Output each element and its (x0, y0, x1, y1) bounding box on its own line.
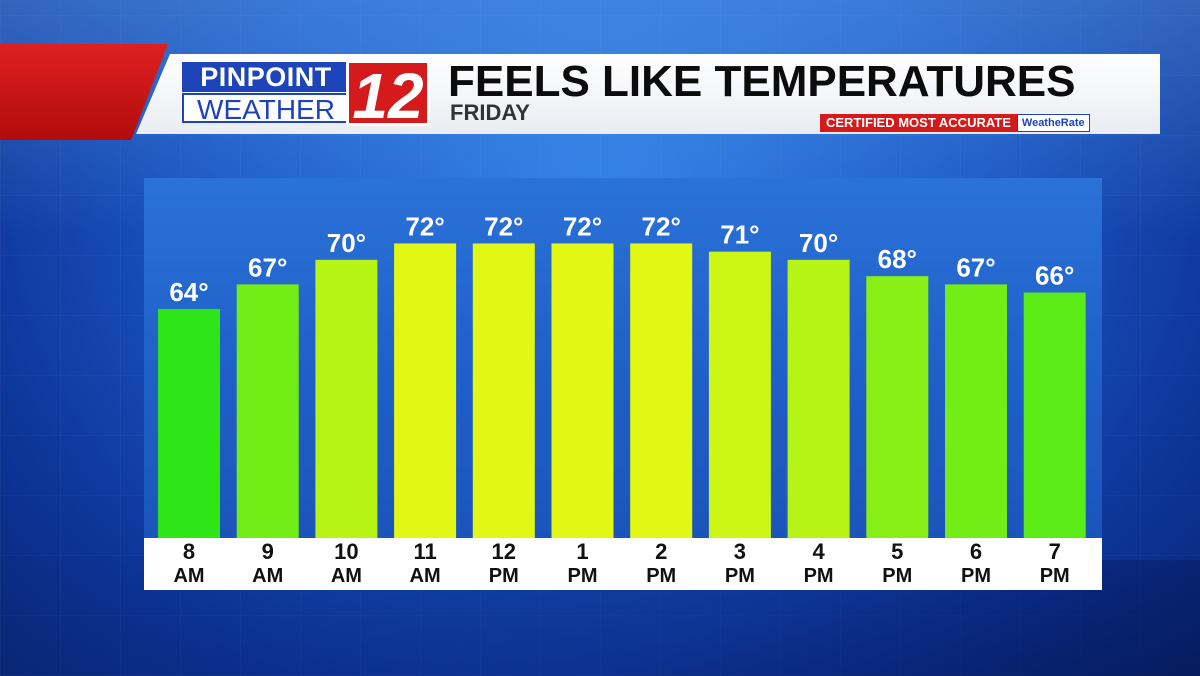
data-label-1: 67° (248, 252, 287, 282)
data-label-7: 71° (720, 220, 759, 250)
bar-5 (551, 243, 614, 538)
tick-label-meridiem: PM (882, 565, 913, 587)
tick-label-8: 4 PM (784, 540, 854, 588)
bar-8 (787, 259, 850, 538)
tick-label-4: 12 PM (469, 540, 539, 588)
tick-label-meridiem: AM (409, 565, 441, 587)
tick-label-6: 2 PM (626, 540, 696, 588)
tick-label-hour: 6 (969, 539, 983, 564)
tick-label-11: 7 PM (1020, 540, 1090, 588)
tick-label-hour: 11 (413, 539, 437, 564)
badge-text: CERTIFIED MOST ACCURATE (820, 114, 1017, 132)
logo-pinpoint-text: PINPOINT (182, 62, 350, 92)
x-axis-label-strip (144, 538, 1102, 590)
tick-label-hour: 4 (812, 539, 825, 564)
tick-label-meridiem: AM (330, 565, 362, 587)
tick-label-hour: 9 (261, 539, 274, 564)
data-label-6: 72° (642, 211, 681, 241)
tick-label-meridiem: PM (724, 565, 755, 587)
tick-label-meridiem: AM (252, 565, 284, 587)
bar-1 (236, 284, 299, 538)
tick-label-meridiem: PM (646, 565, 677, 587)
badge-brand-logo: WeatheRate (1016, 114, 1090, 132)
data-label-4: 72° (484, 211, 523, 241)
page-subtitle: FRIDAY (450, 100, 530, 125)
bar-0 (158, 308, 220, 538)
tick-label-meridiem: PM (488, 565, 519, 587)
bar-11 (1023, 292, 1086, 538)
bar-10 (945, 284, 1007, 538)
tick-label-0: 8 AM (154, 540, 224, 588)
tick-label-meridiem: PM (803, 565, 834, 587)
tick-label-9: 5 PM (862, 540, 932, 588)
chart-panel (144, 178, 1102, 538)
data-label-0: 64° (169, 277, 208, 307)
tick-label-1: 9 AM (233, 540, 303, 588)
bar-4 (472, 243, 535, 538)
station-logo: PINPOINT WEATHER (182, 62, 352, 125)
data-label-9: 68° (878, 244, 917, 274)
logo-weather-text: WEATHER (182, 93, 350, 125)
data-label-3: 72° (405, 211, 444, 241)
page-title: FEELS LIKE TEMPERATURES (448, 57, 1076, 106)
data-label-8: 70° (799, 228, 838, 258)
accuracy-badge: CERTIFIED MOST ACCURATE WeatheRate (820, 114, 1090, 132)
bar-chart: 64° 67° 70° 72° 72° 72° 72° 71° 70° 68° 67° 66° (158, 211, 1086, 538)
tick-label-3: 11 AM (390, 540, 460, 588)
tick-label-hour: 3 (733, 539, 747, 564)
tick-label-hour: 5 (891, 539, 904, 564)
tick-label-meridiem: PM (961, 565, 991, 587)
tick-label-10: 6 PM (941, 540, 1011, 588)
tick-label-2: 10 AM (311, 540, 381, 588)
data-label-5: 72° (563, 211, 602, 241)
logo-channel-number: 12 (346, 60, 430, 129)
tick-label-hour: 2 (655, 539, 668, 564)
tick-label-hour: 10 (334, 539, 359, 564)
tick-label-meridiem: PM (1039, 565, 1070, 587)
bar-3 (394, 243, 457, 538)
bar-6 (630, 243, 693, 538)
data-label-11: 66° (1035, 261, 1074, 291)
tick-label-7: 3 PM (705, 540, 775, 588)
data-label-10: 67° (956, 252, 995, 282)
tick-label-hour: 8 (182, 539, 196, 564)
tick-label-meridiem: AM (173, 565, 205, 587)
data-label-2: 70° (327, 228, 366, 258)
tick-label-hour: 1 (576, 539, 589, 564)
tick-label-5: 1 PM (548, 540, 618, 588)
tick-label-hour: 7 (1048, 539, 1061, 564)
bar-9 (866, 276, 929, 538)
bar-2 (315, 259, 378, 538)
tick-label-meridiem: PM (567, 565, 598, 587)
tick-label-hour: 12 (491, 539, 517, 564)
bar-7 (708, 251, 771, 538)
